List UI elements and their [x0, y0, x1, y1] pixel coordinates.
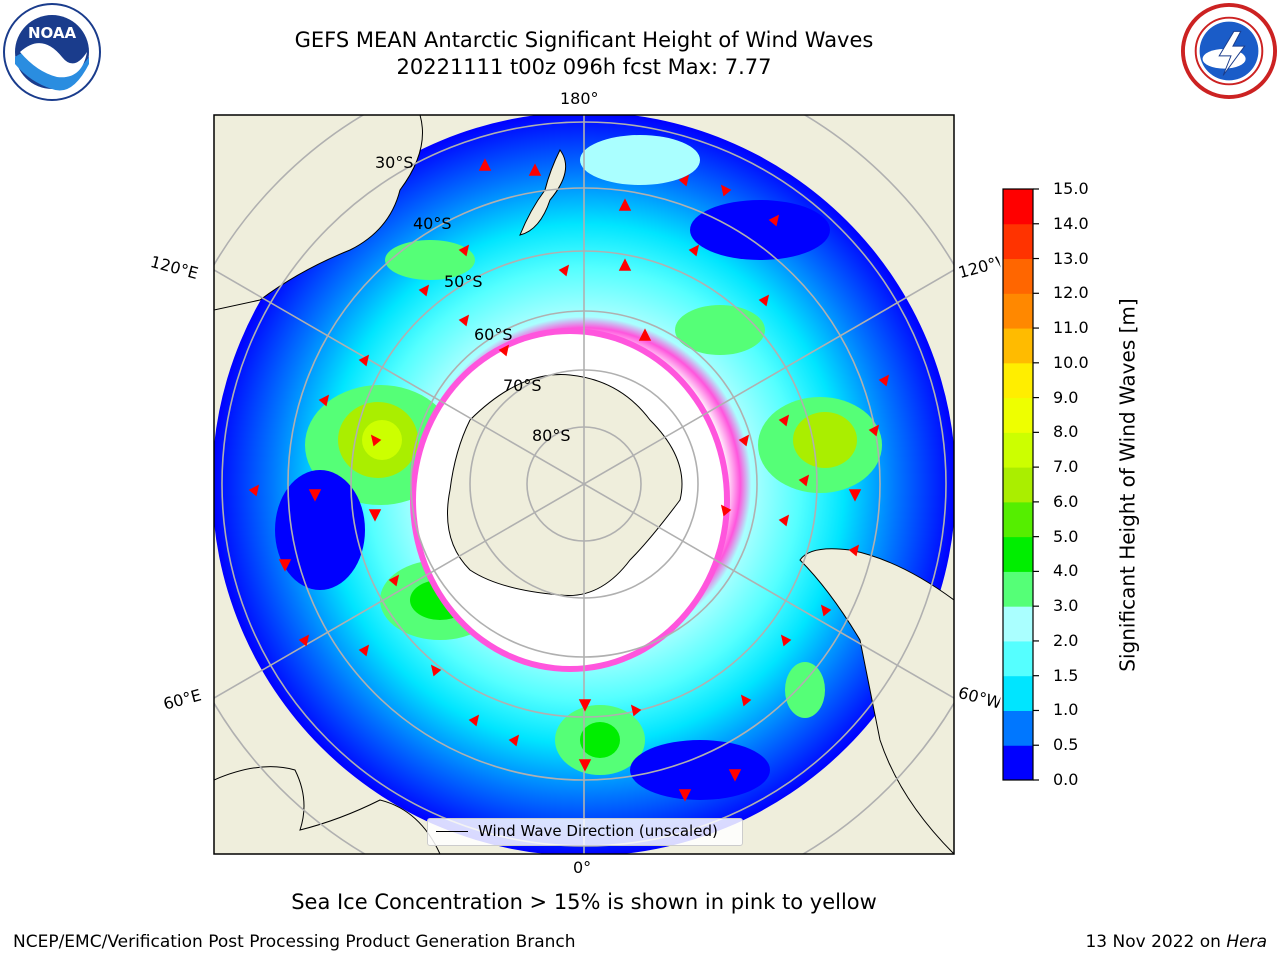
colorbar-tick-label: 15.0: [1053, 179, 1089, 198]
lat-label-40s: 40°S: [413, 214, 452, 233]
colorbar-swatch: [1003, 536, 1033, 572]
map-legend: Wind Wave Direction (unscaled): [427, 818, 743, 846]
colorbar-swatch: [1003, 328, 1033, 364]
lat-label-50s: 50°S: [444, 272, 483, 291]
noaa-logo-icon: NOAA: [3, 3, 101, 101]
colorbar-tick-label: 1.5: [1053, 665, 1079, 685]
colorbar-swatch: [1003, 223, 1033, 260]
colorbar-tick-label: 5.0: [1053, 526, 1079, 546]
colorbar-swatch: [1003, 432, 1033, 468]
colorbar-swatch: [1003, 571, 1033, 607]
national-weather-service-logo-icon: [1180, 2, 1278, 100]
colorbar-ticks: [1033, 188, 1039, 781]
colorbar-tick-label: 14.0: [1053, 213, 1089, 233]
lon-label-180: 180°: [560, 89, 599, 108]
africa-landmass: [214, 766, 441, 854]
chart-title: GEFS MEAN Antarctic Significant Height o…: [294, 28, 874, 52]
legend-line-icon: [436, 831, 468, 832]
south-america-landmass: [799, 548, 954, 854]
lon-label-0: 0°: [573, 858, 592, 877]
colorbar-swatch: [1003, 675, 1033, 711]
colorbar-tick-label: 0.5: [1053, 735, 1079, 755]
chart-subtitle: 20221111 t00z 096h fcst Max: 7.77: [396, 55, 772, 79]
wind-wave-direction-arrows: [248, 158, 890, 802]
colorbar-swatch: [1003, 397, 1033, 433]
legend-label: Wind Wave Direction (unscaled): [478, 822, 718, 840]
colorbar-tick-label: 2.0: [1053, 630, 1079, 650]
antarctica-landmass: [447, 374, 683, 597]
lat-label-70s: 70°S: [503, 376, 542, 395]
colorbar-title: Significant Height of Wind Waves [m]: [1115, 298, 1140, 672]
colorbar-tick-label: 8.0: [1053, 422, 1079, 442]
colorbar-tick-label: 6.0: [1053, 491, 1079, 511]
sea-ice-note: Sea Ice Concentration > 15% is shown in …: [291, 890, 877, 914]
footer-date: 13 Nov 2022 on Hera: [1085, 932, 1267, 952]
colorbar-swatch: [1003, 293, 1033, 329]
lat-label-30s: 30°S: [375, 153, 414, 172]
colorbar-tick-label: 10.0: [1053, 352, 1089, 372]
colorbar-tick-label: 9.0: [1053, 387, 1079, 407]
colorbar-swatch: [1003, 362, 1033, 399]
colorbar-tick-label: 1.0: [1053, 700, 1079, 720]
colorbar-swatch: [1003, 258, 1033, 294]
colorbar-swatch: [1003, 640, 1033, 677]
map-frame: [213, 114, 955, 855]
colorbar-swatch: [1003, 606, 1033, 642]
colorbar-tick-label: 4.0: [1053, 561, 1079, 581]
colorbar-swatch: [1003, 710, 1033, 746]
footer-branch: NCEP/EMC/Verification Post Processing Pr…: [13, 932, 576, 952]
colorbar-swatch: [1003, 467, 1033, 503]
colorbar: [1003, 189, 1033, 781]
colorbar-tick-label: 3.0: [1053, 596, 1079, 616]
colorbar-frame: [1002, 188, 1034, 781]
colorbar-tick-label: 11.0: [1053, 318, 1089, 338]
colorbar-tick-label: 12.0: [1053, 283, 1089, 303]
wave-height-blobs: [275, 135, 882, 800]
colorbar-tick-label: 0.0: [1053, 770, 1079, 789]
new-zealand-landmass: [519, 149, 567, 236]
colorbar-swatch: [1003, 189, 1033, 225]
lat-label-80s: 80°S: [532, 426, 571, 445]
australia-landmass: [214, 115, 423, 311]
footer-date-text: 13 Nov 2022 on: [1085, 932, 1221, 952]
noaa-logo-text: NOAA: [28, 24, 77, 42]
colorbar-swatch: [1003, 745, 1033, 781]
colorbar-tick-label: 7.0: [1053, 457, 1079, 477]
colorbar-swatch: [1003, 501, 1033, 538]
lat-label-60s: 60°S: [474, 325, 513, 344]
graticule: [214, 115, 954, 854]
colorbar-tick-label: 13.0: [1053, 248, 1089, 268]
footer-machine: Hera: [1226, 932, 1267, 952]
